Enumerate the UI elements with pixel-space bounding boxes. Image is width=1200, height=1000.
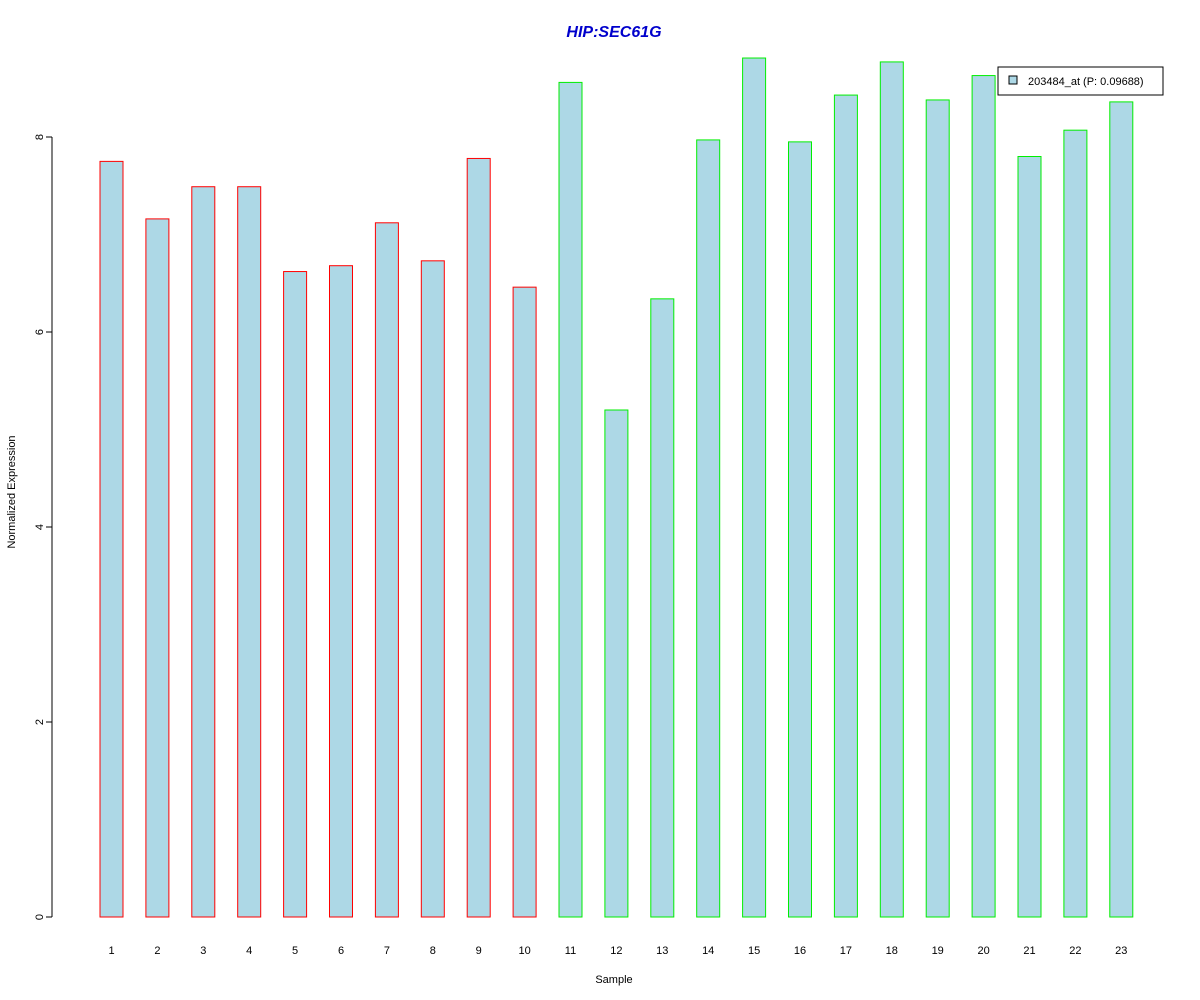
bar-sample-22	[1063, 129, 1088, 918]
legend-swatch	[1008, 75, 1018, 85]
bar-sample-18	[879, 61, 904, 918]
chart-title: HIP:SEC61G	[566, 24, 661, 41]
x-tick-label: 17	[840, 945, 852, 957]
x-tick-label: 13	[656, 945, 668, 957]
bar-sample-15	[742, 57, 767, 918]
x-tick-label: 1	[108, 945, 114, 957]
x-tick-label: 8	[430, 945, 436, 957]
bar-sample-10	[512, 286, 537, 918]
bar-sample-12	[604, 409, 629, 918]
x-tick-label: 2	[154, 945, 160, 957]
y-tick-label: 2	[34, 719, 46, 725]
y-axis-ticks: 0 2 4 6 8	[34, 134, 52, 920]
bar-sample-9	[466, 157, 491, 918]
bar-sample-13	[650, 298, 675, 918]
legend-label: 203484_at (P: 0.09688)	[1028, 76, 1144, 88]
bar-sample-5	[283, 271, 308, 918]
bar-sample-20	[971, 75, 996, 918]
legend-box	[997, 66, 1164, 96]
bar-sample-1	[99, 160, 124, 918]
bar-sample-14	[696, 139, 721, 918]
x-tick-label: 22	[1069, 945, 1081, 957]
bars-group	[99, 57, 1134, 918]
y-tick-label: 0	[34, 914, 46, 920]
y-tick-label: 4	[34, 524, 46, 530]
x-tick-label: 6	[338, 945, 344, 957]
x-tick-label: 10	[518, 945, 530, 957]
bar-sample-23	[1109, 101, 1134, 918]
x-tick-label: 4	[246, 945, 252, 957]
x-tick-label: 12	[610, 945, 622, 957]
x-axis-label: Sample	[595, 974, 632, 986]
x-tick-label: 19	[932, 945, 944, 957]
x-axis-labels: 1 2 3 4 5 6 7 8 9 10 11 12 13 14 15 16 17 18 19 20 21 22 23	[108, 945, 1127, 957]
x-tick-label: 23	[1115, 945, 1127, 957]
x-tick-label: 11	[565, 945, 576, 957]
y-tick-label: 8	[34, 134, 46, 140]
bar-sample-17	[833, 94, 858, 918]
x-tick-label: 14	[702, 945, 714, 957]
bar-sample-11	[558, 81, 583, 918]
x-tick-label: 18	[886, 945, 898, 957]
x-tick-label: 20	[977, 945, 989, 957]
bar-sample-7	[374, 222, 399, 918]
x-tick-label: 5	[292, 945, 298, 957]
y-axis-label: Normalized Expression	[6, 435, 18, 548]
x-tick-label: 7	[384, 945, 390, 957]
bar-sample-19	[925, 99, 950, 918]
x-tick-label: 3	[200, 945, 206, 957]
y-tick-label: 6	[34, 329, 46, 335]
bar-sample-2	[145, 218, 170, 918]
x-tick-label: 9	[476, 945, 482, 957]
x-tick-label: 15	[748, 945, 760, 957]
bar-sample-8	[420, 260, 445, 918]
bar-sample-4	[237, 186, 262, 918]
bar-sample-3	[191, 186, 216, 918]
bar-sample-21	[1017, 156, 1042, 918]
legend: 203484_at (P: 0.09688)	[997, 66, 1164, 96]
bar-sample-16	[788, 141, 812, 918]
x-tick-label: 16	[794, 945, 806, 957]
x-tick-label: 21	[1023, 945, 1035, 957]
bar-sample-6	[329, 265, 353, 918]
